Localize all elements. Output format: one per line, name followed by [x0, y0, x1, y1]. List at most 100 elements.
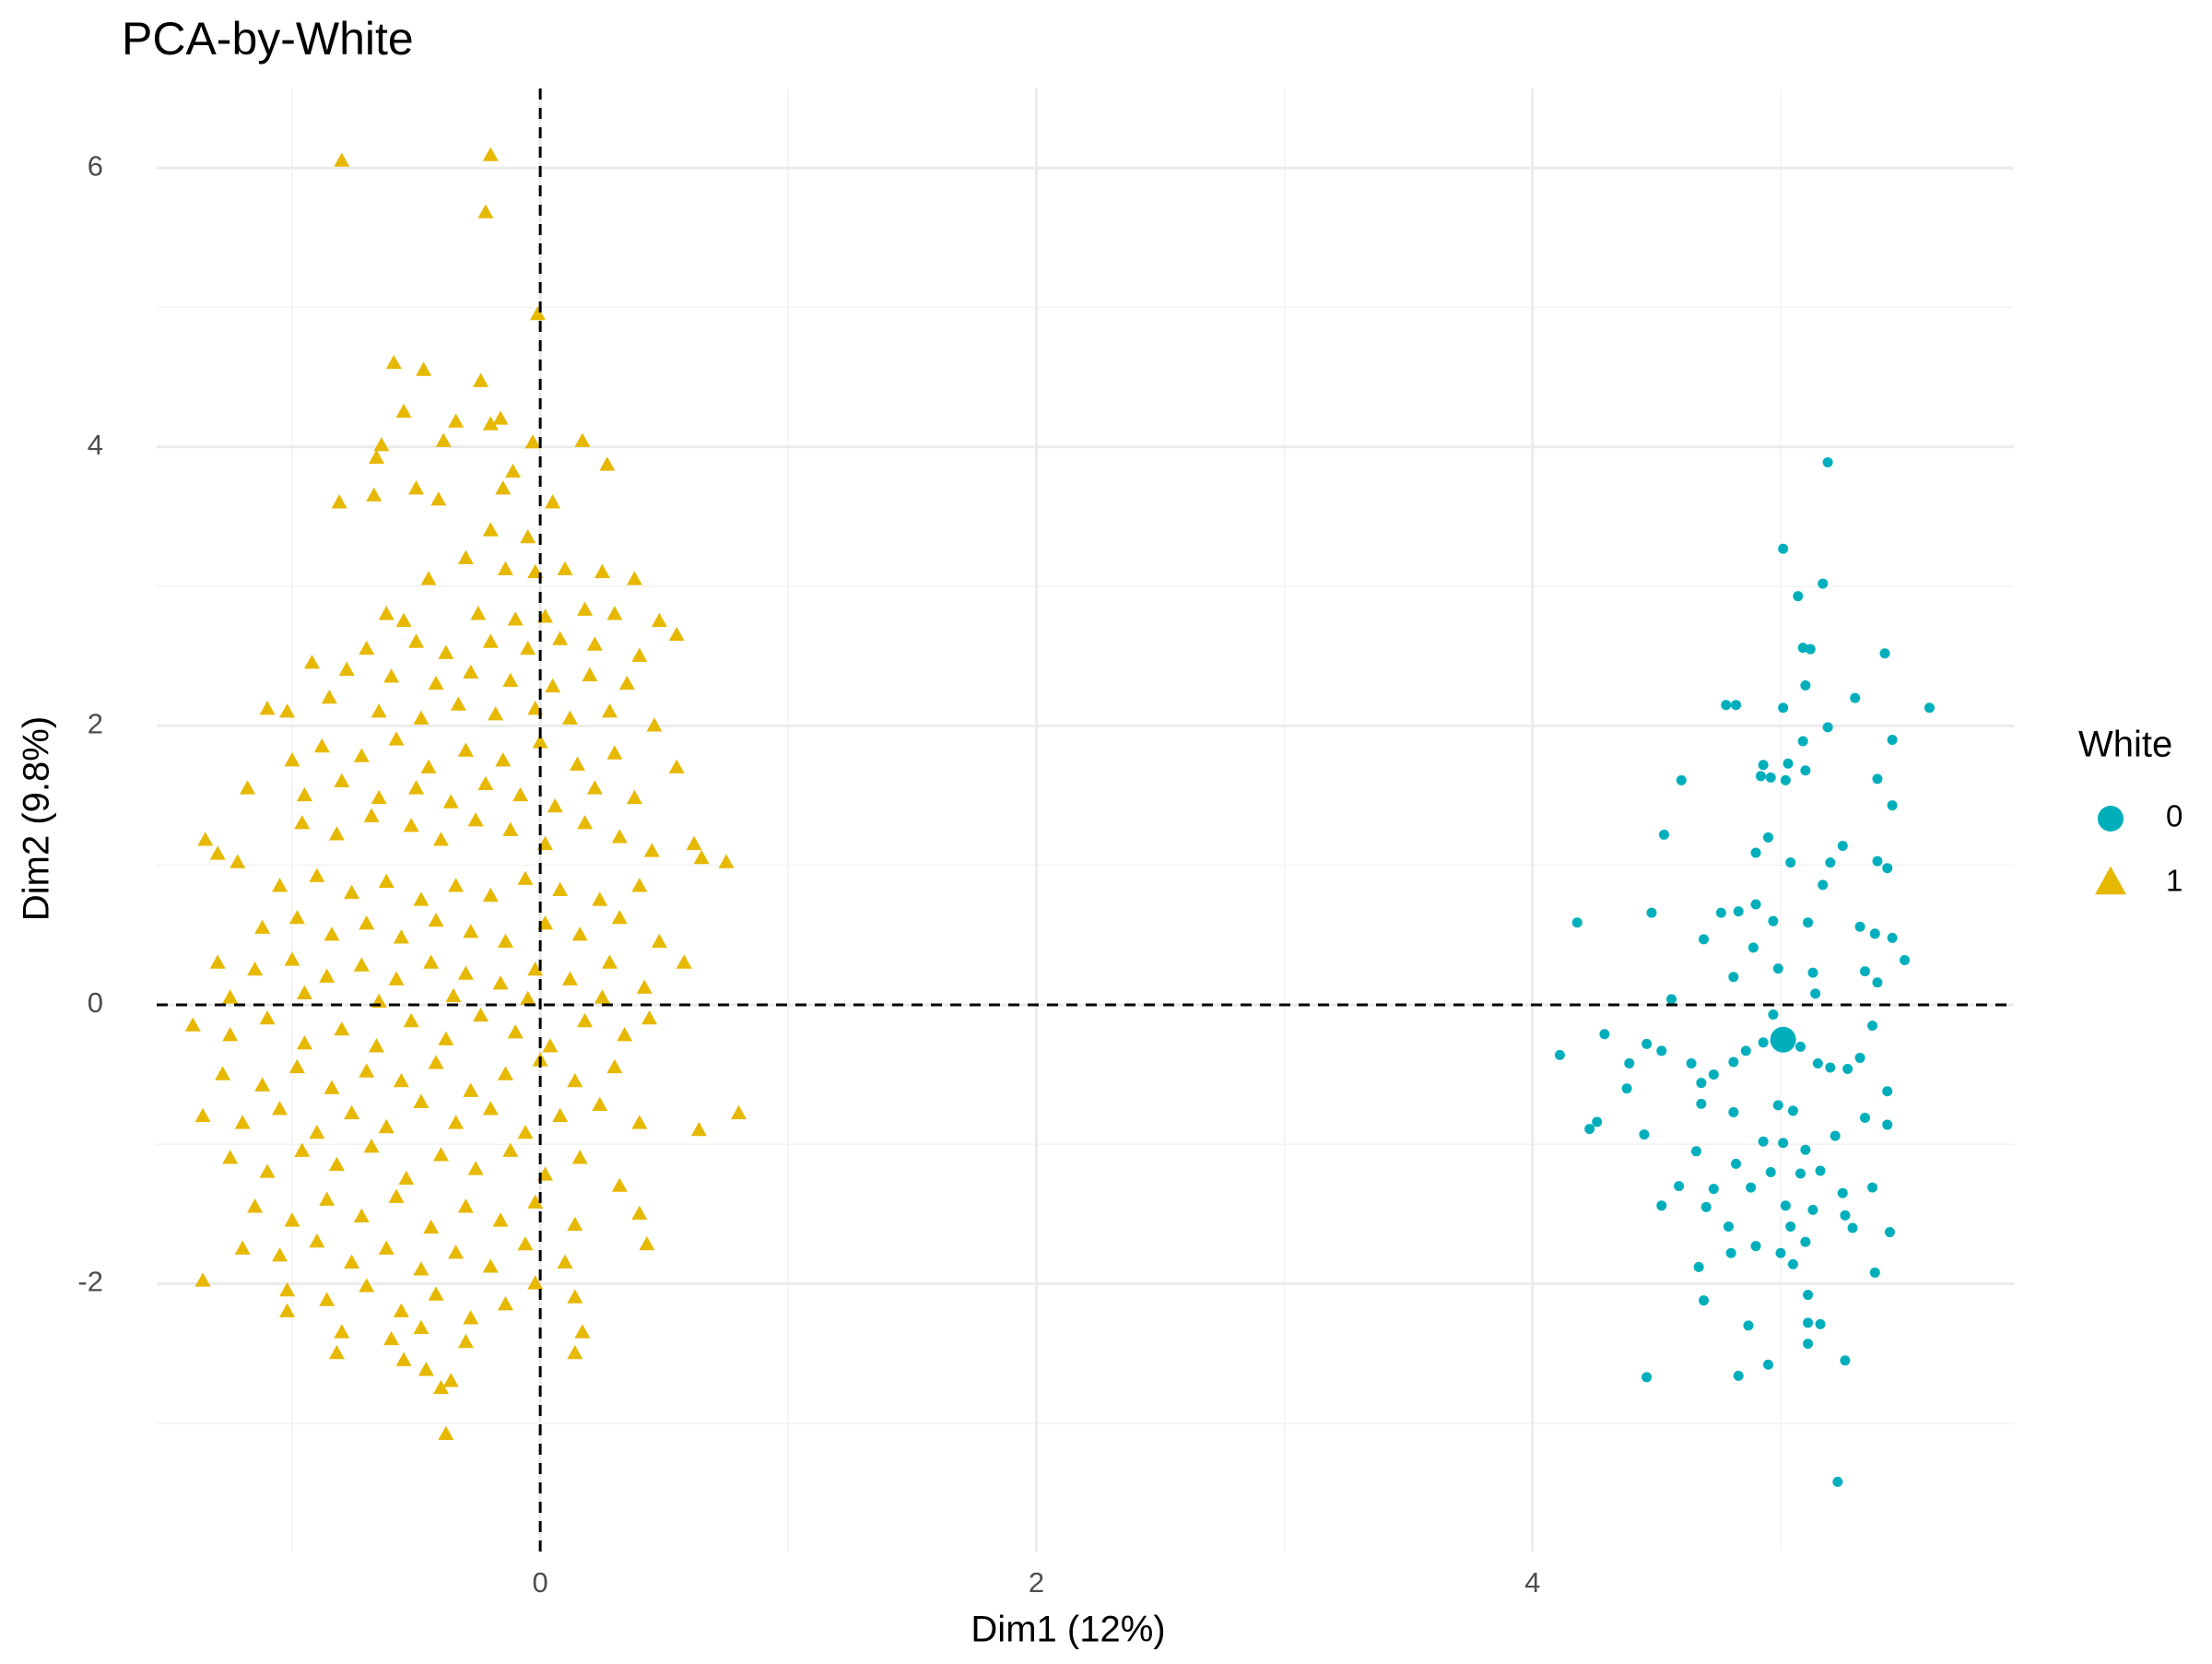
- point: [473, 1007, 489, 1022]
- point: [1723, 1221, 1734, 1233]
- point: [1803, 1317, 1814, 1328]
- point: [570, 756, 586, 771]
- x-tick-label: 4: [1524, 1566, 1540, 1599]
- point: [643, 843, 660, 857]
- point: [1832, 1476, 1843, 1487]
- point: [1775, 1247, 1786, 1258]
- legend-label: 1: [2166, 864, 2183, 898]
- point: [482, 1101, 499, 1115]
- point: [272, 878, 288, 892]
- point: [574, 1324, 591, 1339]
- point: [1797, 736, 1808, 747]
- legend-title: White: [2078, 725, 2172, 765]
- point: [641, 1009, 658, 1025]
- point: [1763, 832, 1774, 843]
- point: [1686, 1057, 1697, 1068]
- point: [432, 832, 449, 846]
- point: [693, 849, 710, 865]
- point: [438, 1031, 454, 1045]
- point: [1778, 1138, 1789, 1149]
- point: [1750, 847, 1761, 858]
- point: [1768, 1009, 1779, 1021]
- point: [259, 701, 276, 715]
- point: [1800, 680, 1811, 691]
- point: [1758, 1136, 1769, 1147]
- point: [383, 668, 400, 683]
- point: [482, 416, 499, 431]
- point: [353, 748, 370, 762]
- point: [1837, 1187, 1848, 1198]
- point: [1728, 1056, 1739, 1068]
- point: [1750, 1241, 1761, 1252]
- point: [1696, 1098, 1707, 1109]
- point: [309, 867, 325, 882]
- point: [229, 854, 246, 868]
- point: [1731, 700, 1742, 711]
- point: [497, 561, 513, 576]
- point: [432, 1379, 449, 1395]
- point: [524, 434, 541, 449]
- point: [423, 1219, 440, 1234]
- point: [432, 1147, 449, 1162]
- point: [328, 1344, 345, 1360]
- point: [1785, 1221, 1796, 1233]
- point: [373, 437, 390, 452]
- point: [368, 449, 384, 465]
- point: [668, 626, 685, 642]
- point: [599, 456, 616, 471]
- point: [368, 1038, 384, 1053]
- point: [296, 985, 312, 999]
- point: [457, 1333, 474, 1349]
- point: [395, 1351, 412, 1366]
- point: [617, 1027, 633, 1042]
- point: [393, 1072, 409, 1088]
- point: [457, 549, 474, 564]
- point: [557, 561, 573, 576]
- point: [730, 1104, 747, 1120]
- point: [378, 873, 394, 888]
- point: [1755, 771, 1766, 782]
- point: [403, 1012, 419, 1028]
- point: [631, 1205, 648, 1221]
- point: [495, 480, 512, 495]
- point: [586, 636, 603, 651]
- point: [592, 1096, 608, 1112]
- point: [393, 929, 409, 944]
- point: [1859, 1112, 1870, 1123]
- point: [1780, 774, 1791, 785]
- point: [527, 1275, 544, 1290]
- point: [408, 480, 425, 495]
- point: [353, 1208, 370, 1223]
- point: [495, 752, 512, 767]
- point: [547, 797, 563, 813]
- point: [502, 821, 519, 836]
- point: [1733, 1370, 1744, 1381]
- point: [1825, 1062, 1836, 1073]
- y-tick-label: 0: [88, 986, 103, 1019]
- point: [385, 354, 402, 370]
- point: [254, 1077, 271, 1092]
- point: [1810, 988, 1821, 999]
- point: [1783, 758, 1794, 769]
- point: [686, 835, 702, 851]
- point: [1715, 907, 1726, 918]
- point: [284, 951, 300, 966]
- point: [279, 1281, 296, 1297]
- point: [492, 410, 509, 425]
- point: [611, 909, 628, 925]
- point: [477, 204, 494, 218]
- point: [378, 1240, 394, 1255]
- point: [520, 640, 536, 655]
- point: [1805, 643, 1816, 655]
- point: [1803, 917, 1814, 928]
- point: [1840, 1210, 1851, 1221]
- point: [527, 1194, 544, 1209]
- point: [577, 815, 594, 830]
- point: [388, 1188, 405, 1203]
- point: [363, 1139, 380, 1153]
- point: [294, 815, 311, 830]
- point: [718, 854, 735, 868]
- point: [438, 1425, 454, 1441]
- point: [1758, 760, 1769, 771]
